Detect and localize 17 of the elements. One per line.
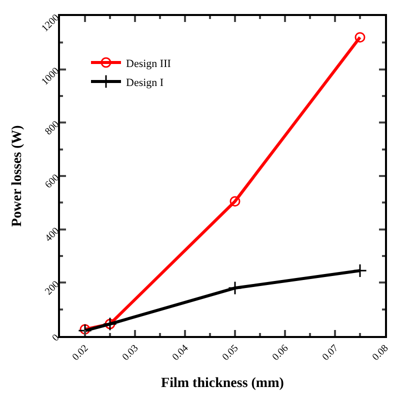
y-tick-label: 400: [43, 226, 62, 244]
x-tick-label: 0.07: [320, 342, 341, 364]
legend-label: Design III: [126, 58, 172, 70]
y-tick-label: 0: [50, 332, 62, 344]
x-axis-title: Film thickness (mm): [161, 376, 284, 391]
y-tick-label: 200: [43, 279, 62, 298]
x-tick-label: 0.06: [270, 342, 291, 364]
x-tick-label: 0.04: [170, 342, 191, 364]
x-tick-label: 0.05: [220, 342, 241, 364]
y-axis-title: Power losses (W): [10, 124, 25, 227]
x-tick-label: 0.03: [120, 342, 141, 364]
y-tick-label: 600: [43, 172, 62, 191]
x-tick-label: 0.02: [70, 342, 91, 364]
legend-label: Design I: [126, 76, 164, 89]
y-tick-label: 1200: [40, 12, 62, 34]
x-tick-label: 0.08: [370, 342, 391, 364]
y-tick-label: 800: [43, 119, 62, 138]
